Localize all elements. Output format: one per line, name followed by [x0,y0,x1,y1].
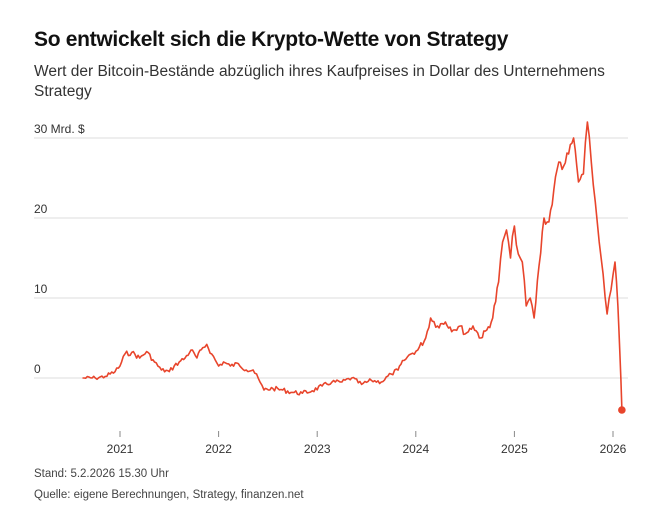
y-tick-label: 30 Mrd. $ [34,122,85,136]
series-line [82,121,623,411]
line-chart: 0 10 20 30 Mrd. $ 2021 2022 2023 2024 2025 2026 [34,121,628,456]
last-value-point [618,406,626,414]
x-tick-label: 2024 [402,442,429,456]
series-layer [82,121,626,414]
chart-title: So entwickelt sich die Krypto-Wette von … [34,28,509,51]
x-tick-label: 2022 [205,442,232,456]
y-axis-ticks: 0 10 20 30 Mrd. $ [34,122,85,376]
x-tick-label: 2023 [304,442,331,456]
chart-subtitle: Wert der Bitcoin-Bestände abzüglich ihre… [34,63,605,100]
footer-source: Quelle: eigene Berechnungen, Strategy, f… [34,489,304,501]
x-axis-ticks: 2021 2022 2023 2024 2025 2026 [107,431,627,456]
x-tick-label: 2026 [600,442,627,456]
footer-stand: Stand: 5.2.2026 15.30 Uhr [34,468,169,480]
x-tick-label: 2021 [107,442,134,456]
y-tick-label: 10 [34,282,48,296]
grid-lines [34,137,628,379]
y-tick-label: 0 [34,362,41,376]
x-tick-label: 2025 [501,442,528,456]
y-tick-label: 20 [34,202,48,216]
